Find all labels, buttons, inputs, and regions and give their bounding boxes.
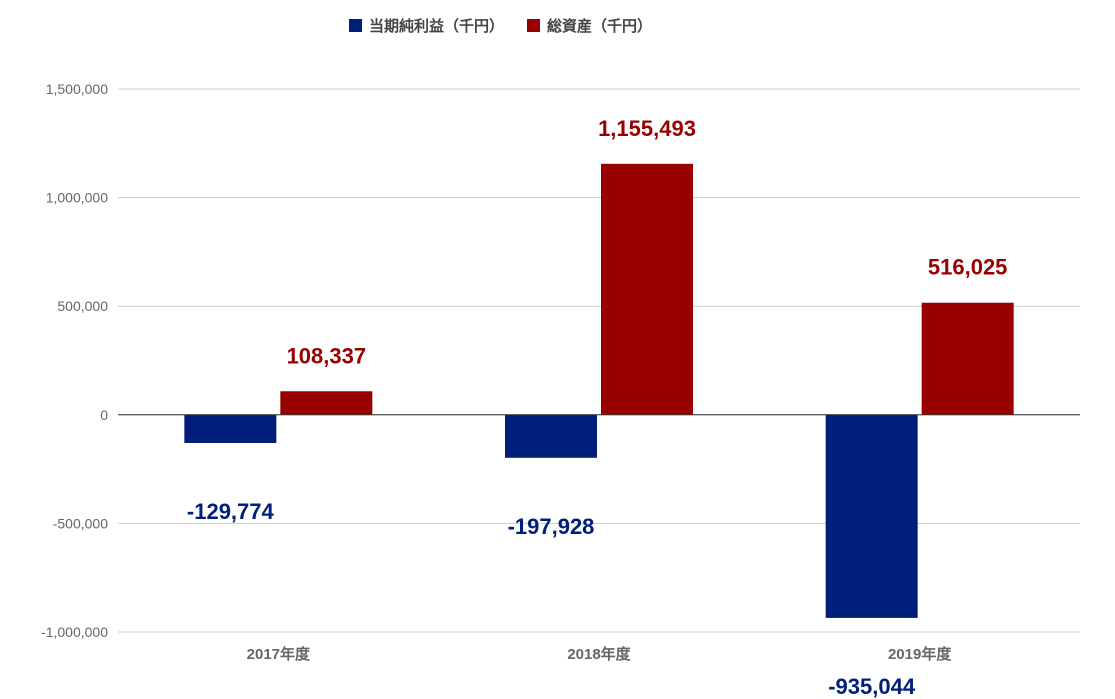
legend-label-total-assets: 総資産（千円） <box>547 17 652 35</box>
legend-swatch-total-assets <box>527 19 540 32</box>
legend-label-net-income: 当期純利益（千円） <box>369 17 504 35</box>
y-tick-label: 1,000,000 <box>46 190 108 206</box>
data-label: 1,155,493 <box>598 116 696 141</box>
x-axis-category-labels: 2017年度 2018年度 2019年度 <box>247 645 953 663</box>
bar-total-assets <box>921 302 1014 415</box>
legend-swatch-net-income <box>349 19 362 32</box>
y-axis-ticks: 1,500,000 1,000,000 500,000 0 -500,000 -1,000… <box>41 81 108 640</box>
bars <box>184 163 1014 618</box>
data-label: -935,044 <box>828 674 916 699</box>
data-label: 108,337 <box>287 343 367 368</box>
x-category-label: 2018年度 <box>567 645 631 663</box>
legend: 当期純利益（千円） 総資産（千円） <box>349 17 652 35</box>
y-tick-label: -1,000,000 <box>41 624 108 640</box>
data-label: 516,025 <box>928 255 1008 280</box>
y-tick-label: 0 <box>100 407 108 423</box>
data-labels: -129,774 108,337 -197,928 1,155,493 -935,044… <box>187 116 1008 699</box>
bar-total-assets <box>601 163 693 415</box>
bar-total-assets <box>280 391 373 415</box>
x-category-label: 2017年度 <box>247 645 311 663</box>
y-tick-label: 1,500,000 <box>46 81 108 97</box>
y-tick-label: 500,000 <box>57 298 108 314</box>
data-label: -129,774 <box>187 499 275 524</box>
bar-net-income <box>825 414 918 618</box>
data-label: -197,928 <box>508 514 595 539</box>
bar-net-income <box>184 414 277 443</box>
y-tick-label: -500,000 <box>53 515 108 531</box>
bar-net-income <box>505 414 597 458</box>
x-category-label: 2019年度 <box>888 645 952 663</box>
